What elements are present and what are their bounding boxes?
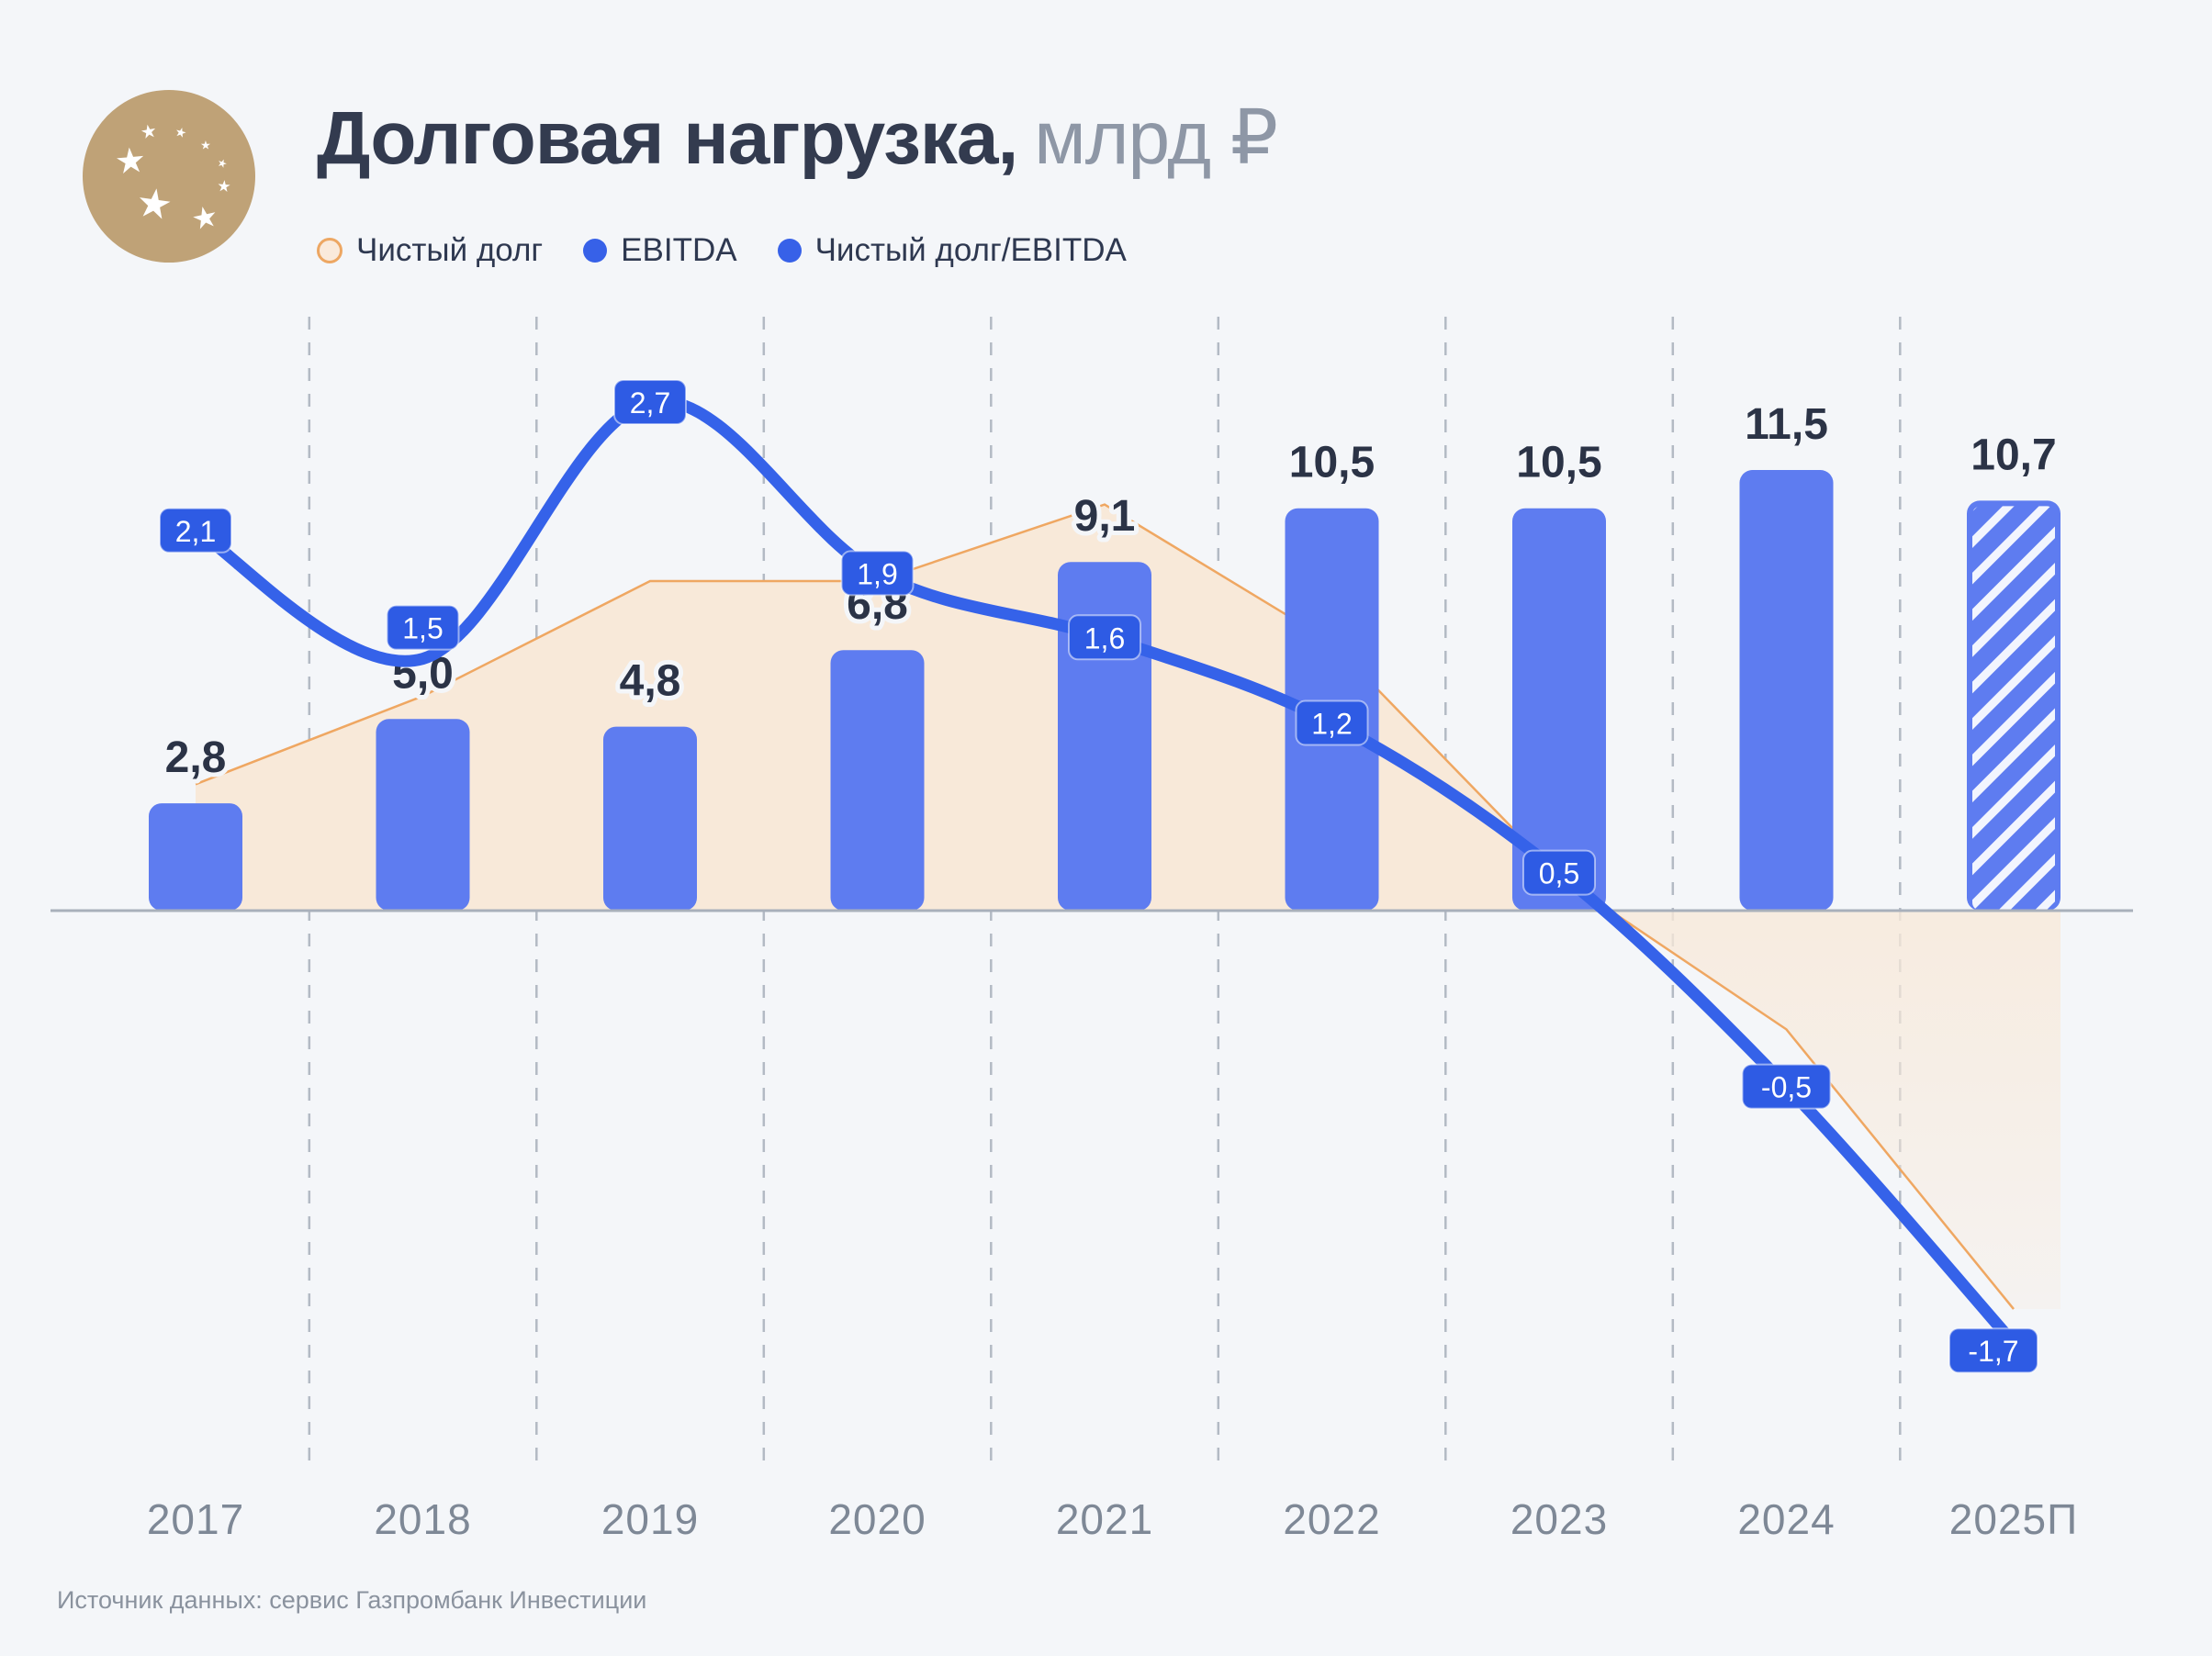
ratio-badge-label: 1,2 (1311, 708, 1352, 741)
bar-value-label: 6,8 (847, 580, 908, 629)
ratio-marker-icon (777, 239, 802, 263)
ratio-badge-label: -1,7 (1968, 1335, 2018, 1368)
legend-item-net-debt: Чистый долг (317, 232, 543, 269)
x-axis-label: 2025П (1949, 1495, 2078, 1543)
bar-value-label: 5,0 (392, 649, 454, 698)
net-debt-area-forecast (1610, 911, 2060, 1310)
ebitda-bar (1739, 470, 1834, 911)
legend-item-ratio: Чистый долг/EBITDA (777, 232, 1127, 269)
ebitda-bar (830, 650, 925, 911)
ratio-badge (159, 507, 232, 554)
logo-star-icon: ★ (173, 123, 189, 141)
legend-label-net-debt: Чистый долг (356, 232, 544, 268)
ratio-badge-label: -0,5 (1761, 1071, 1812, 1104)
logo-star-icon: ★ (200, 138, 211, 152)
company-logo: ★ ★ ★ ★ ★ ★ ★ ★ (83, 90, 255, 263)
logo-star-icon: ★ (216, 176, 232, 196)
ebitda-bar-forecast-hatch (1972, 506, 2055, 911)
net-debt-marker-icon (317, 238, 342, 263)
bar-value-label: 10,5 (1516, 439, 1601, 487)
x-axis-label: 2021 (1056, 1495, 1153, 1543)
ratio-badge (613, 379, 687, 425)
x-axis-label: 2017 (147, 1495, 244, 1543)
bar-value-label: 2,8 (165, 733, 227, 782)
ratio-badge (1741, 1063, 1832, 1110)
ratio-badge-label: 2,1 (175, 515, 216, 548)
ebitda-marker-icon (583, 239, 608, 263)
x-axis-label: 2023 (1510, 1495, 1608, 1543)
bar-value-label: 10,7 (1971, 431, 2056, 479)
legend-label-ebitda: EBITDA (621, 232, 737, 268)
bar-value-label: 11,5 (1745, 400, 1828, 449)
source-note: Источник данных: сервис Газпромбанк Инве… (57, 1586, 647, 1614)
ratio-badge (1948, 1327, 2038, 1374)
logo-star-icon: ★ (139, 120, 159, 144)
ebitda-bar (1058, 562, 1151, 911)
ratio-badge-label: 0,5 (1539, 857, 1579, 890)
page-title: Долговая нагрузка, млрд ₽ (317, 95, 1278, 182)
bar-value-label: 9,1 (1074, 492, 1136, 541)
ratio-badge (1522, 849, 1596, 896)
bar-value-label: 4,8 (620, 657, 681, 706)
ebitda-bar (376, 719, 470, 911)
ebitda-bar (1512, 508, 1606, 911)
title-main: Долговая нагрузка, (317, 96, 1018, 180)
ratio-badge (840, 550, 915, 597)
ratio-badge (1068, 614, 1141, 661)
legend: Чистый долг EBITDA Чистый долг/EBITDA (317, 232, 1127, 269)
logo-star-icon: ★ (215, 155, 230, 172)
legend-label-ratio: Чистый долг/EBITDA (814, 232, 1127, 268)
net-debt-outline (195, 503, 2015, 1310)
x-axis-label: 2022 (1283, 1495, 1380, 1543)
x-axis-label: 2019 (601, 1495, 699, 1543)
ratio-badge (386, 604, 460, 651)
ebitda-bar (603, 726, 697, 911)
x-axis-label: 2018 (374, 1495, 471, 1543)
ratio-badge-label: 1,9 (857, 557, 897, 590)
x-axis-label: 2020 (828, 1495, 926, 1543)
ebitda-bar (1285, 508, 1379, 911)
ratio-badge-label: 1,6 (1084, 621, 1125, 655)
title-unit: млрд ₽ (1034, 96, 1278, 180)
legend-item-ebitda: EBITDA (583, 232, 737, 269)
logo-star-icon: ★ (113, 140, 148, 183)
ratio-badge-label: 2,7 (630, 386, 670, 420)
net-debt-area (196, 504, 1611, 911)
ebitda-bar (1967, 500, 2060, 911)
ebitda-bar (149, 803, 242, 911)
ratio-badge (1295, 699, 1369, 746)
bar-value-label: 10,5 (1289, 439, 1375, 487)
logo-star-icon: ★ (188, 198, 221, 237)
x-axis-label: 2024 (1737, 1495, 1835, 1543)
logo-star-icon: ★ (133, 179, 176, 229)
ratio-line (189, 395, 2020, 1349)
ratio-badge-label: 1,5 (402, 612, 443, 645)
